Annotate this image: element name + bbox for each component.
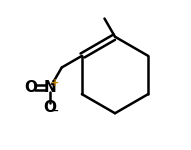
Text: +: +	[51, 78, 59, 88]
Text: N: N	[44, 80, 57, 95]
Text: O: O	[44, 100, 57, 115]
Text: −: −	[51, 105, 59, 116]
Text: O: O	[24, 80, 37, 95]
